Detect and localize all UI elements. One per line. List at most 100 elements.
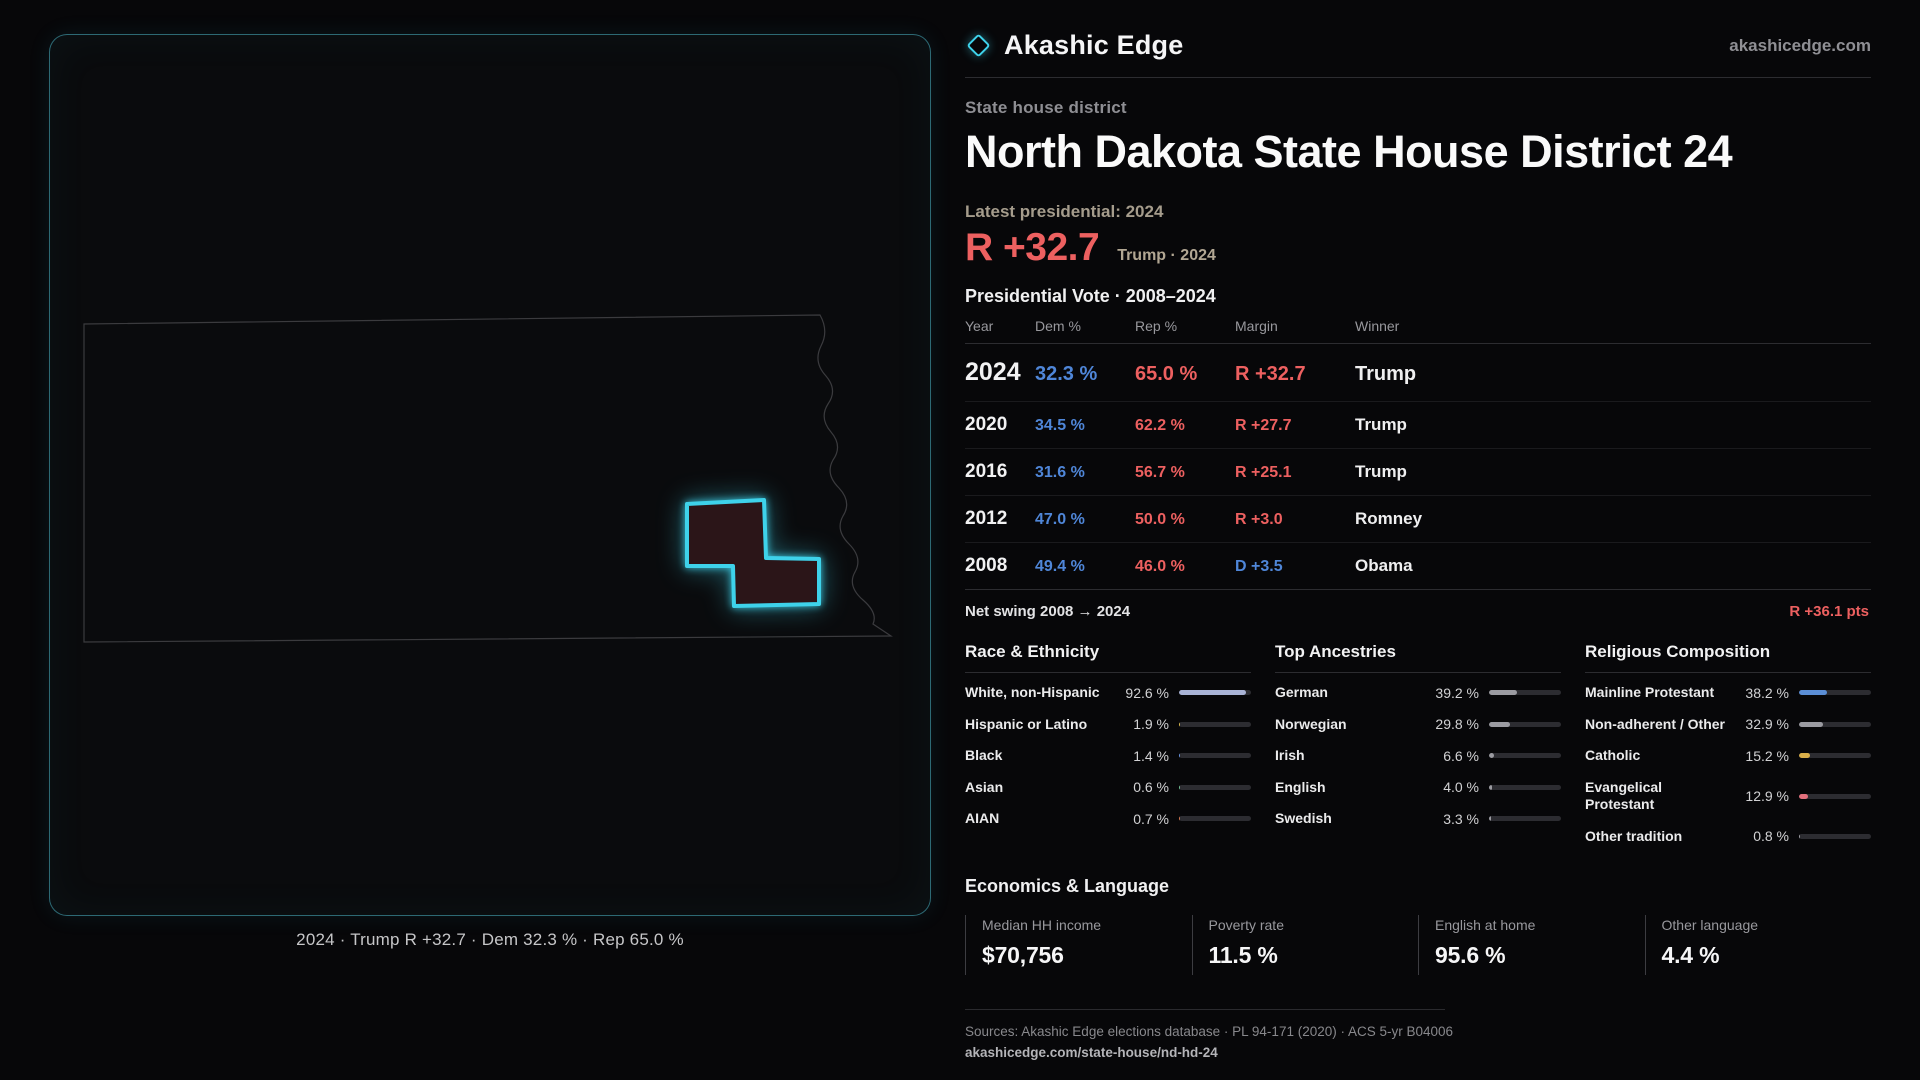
demo-bar: [1489, 784, 1561, 790]
demo-bar: [1179, 816, 1251, 822]
economics-title: Economics & Language: [965, 876, 1170, 896]
district-map: [83, 314, 893, 643]
demo-bar: [1179, 753, 1251, 759]
dem-share-cell: 32.3 %: [1035, 363, 1098, 385]
demo-row: Other tradition 0.8 %: [1585, 821, 1871, 853]
net-swing-label: Net swing 2008 → 2024: [965, 603, 1131, 620]
stat-label: English at home: [1435, 917, 1536, 933]
map-caption: 2024 · Trump R +32.7 · Dem 32.3 % · Rep …: [296, 930, 684, 949]
religion-section: Religious Composition Mainline Protestan…: [1585, 642, 1871, 852]
demo-bar: [1799, 690, 1871, 696]
demo-row: Catholic 15.2 %: [1585, 740, 1871, 772]
district-shape: [685, 498, 821, 608]
year-cell: 2020: [965, 414, 1008, 435]
demo-label: AIAN: [965, 810, 1000, 826]
demo-value: 3.3 %: [1443, 810, 1479, 827]
demo-label: Swedish: [1275, 810, 1332, 826]
vote-table-row: 2008 49.4 % 46.0 % D +3.5 Obama: [965, 543, 1871, 589]
demo-label: Mainline Protestant: [1585, 684, 1715, 700]
margin-cell: R +27.7: [1235, 417, 1292, 434]
section-heading: Race & Ethnicity: [965, 642, 1251, 673]
demo-label: Other tradition: [1585, 827, 1683, 844]
dem-share-cell: 49.4 %: [1035, 558, 1085, 575]
rep-share-cell: 62.2 %: [1135, 417, 1185, 434]
section-heading: Top Ancestries: [1275, 642, 1561, 673]
demo-bar: [1489, 816, 1561, 822]
demo-label: German: [1275, 684, 1328, 700]
race-rows: White, non-Hispanic 92.6 % Hispanic or Lat…: [965, 677, 1251, 835]
rep-share-cell: 46.0 %: [1135, 558, 1185, 575]
permalink[interactable]: akashicedge.com/state-house/nd-hd-24: [965, 1045, 1218, 1060]
stat-value: 95.6 %: [1435, 942, 1506, 968]
demo-bar: [1179, 721, 1251, 727]
sources-line: Sources: Akashic Edge elections database…: [965, 1024, 1454, 1039]
vote-table-header: Year Dem % Rep % Margin Winner: [965, 307, 1871, 344]
district-type-kicker: State house district: [965, 98, 1127, 117]
demo-row: AIAN 0.7 %: [965, 803, 1251, 835]
stat-value: 4.4 %: [1661, 942, 1720, 968]
net-swing-value: R +36.1 pts: [1789, 603, 1869, 620]
stat-label: Median HH income: [982, 917, 1102, 933]
latest-margin-row: R +32.7 Trump · 2024: [965, 226, 1871, 270]
demo-value: 29.8 %: [1435, 716, 1479, 733]
brand-domain-link[interactable]: akashicedge.com: [1729, 35, 1871, 55]
demo-value: 1.9 %: [1133, 716, 1169, 733]
economics-stats: Median HH income $70,756 Poverty rate 11.5 …: [965, 915, 1871, 975]
demo-label: Norwegian: [1275, 715, 1347, 732]
demo-value: 15.2 %: [1745, 747, 1789, 764]
demo-value: 1.4 %: [1133, 747, 1169, 764]
year-cell: 2008: [965, 555, 1008, 576]
demo-row: Irish 6.6 %: [1275, 740, 1561, 772]
demo-value: 6.6 %: [1443, 747, 1479, 764]
demo-row: Norwegian 29.8 %: [1275, 709, 1561, 741]
demo-label: Irish: [1275, 747, 1305, 763]
demo-label: White, non-Hispanic: [965, 684, 1100, 700]
vote-column-header: Dem %: [1035, 318, 1081, 334]
margin-cell: R +3.0: [1235, 511, 1283, 528]
latest-margin-value: R +32.7: [965, 226, 1100, 269]
vote-table-row: 2012 47.0 % 50.0 % R +3.0 Romney: [965, 496, 1871, 543]
vote-column-header: Rep %: [1135, 318, 1178, 334]
latest-margin-context: Trump · 2024: [1117, 247, 1216, 264]
demo-value: 0.8 %: [1753, 828, 1789, 845]
demo-bar: [1179, 784, 1251, 790]
demo-row: Asian 0.6 %: [965, 772, 1251, 804]
year-cell: 2016: [965, 461, 1008, 482]
dem-share-cell: 34.5 %: [1035, 417, 1085, 434]
demo-label: Black: [965, 747, 1003, 763]
section-heading: Religious Composition: [1585, 642, 1871, 673]
vote-column-header: Year: [965, 318, 994, 334]
demo-bar: [1799, 753, 1871, 759]
demo-value: 92.6 %: [1125, 684, 1169, 701]
stat-label: Other language: [1661, 917, 1759, 933]
vote-column-header: Winner: [1355, 318, 1400, 334]
stat-value: 11.5 %: [1208, 942, 1278, 968]
info-panel: Akashic Edge akashicedge.com State house…: [965, 30, 1871, 1060]
demo-row: English 4.0 %: [1275, 772, 1561, 804]
race-ethnicity-section: Race & Ethnicity White, non-Hispanic 92.6…: [965, 642, 1251, 852]
stat-cell: Poverty rate 11.5 %: [1191, 915, 1419, 975]
demo-label: Catholic: [1585, 747, 1641, 763]
district-map-panel: [49, 34, 931, 916]
vote-table-title: Presidential Vote · 2008–2024: [965, 286, 1216, 306]
demo-label: Non-adherent / Other: [1585, 715, 1726, 732]
stat-cell: Median HH income $70,756: [965, 915, 1192, 975]
demo-row: White, non-Hispanic 92.6 %: [965, 677, 1251, 709]
dem-share-cell: 47.0 %: [1035, 511, 1085, 528]
stat-label: Poverty rate: [1208, 917, 1284, 933]
demo-value: 32.9 %: [1745, 716, 1789, 733]
demo-row: German 39.2 %: [1275, 677, 1561, 709]
demo-row: Non-adherent / Other 32.9 %: [1585, 709, 1871, 741]
footer: Sources: Akashic Edge elections database…: [965, 1009, 1454, 1060]
vote-table-row: 2016 31.6 % 56.7 % R +25.1 Trump: [965, 449, 1871, 496]
ancestry-rows: German 39.2 % Norwegian 29.8 % Irish 6.6 % Eng…: [1275, 677, 1561, 835]
winner-cell: Romney: [1355, 509, 1423, 528]
margin-cell: R +32.7: [1235, 363, 1306, 385]
demo-bar: [1799, 833, 1871, 839]
demo-value: 12.9 %: [1745, 788, 1789, 804]
vote-table-row: 2020 34.5 % 62.2 % R +27.7 Trump: [965, 402, 1871, 449]
vote-table-row: 2024 32.3 % 65.0 % R +32.7 Trump: [965, 344, 1871, 402]
demo-row: Hispanic or Latino 1.9 %: [965, 709, 1251, 741]
demo-bar: [1179, 690, 1251, 696]
demo-label: English: [1275, 778, 1326, 795]
